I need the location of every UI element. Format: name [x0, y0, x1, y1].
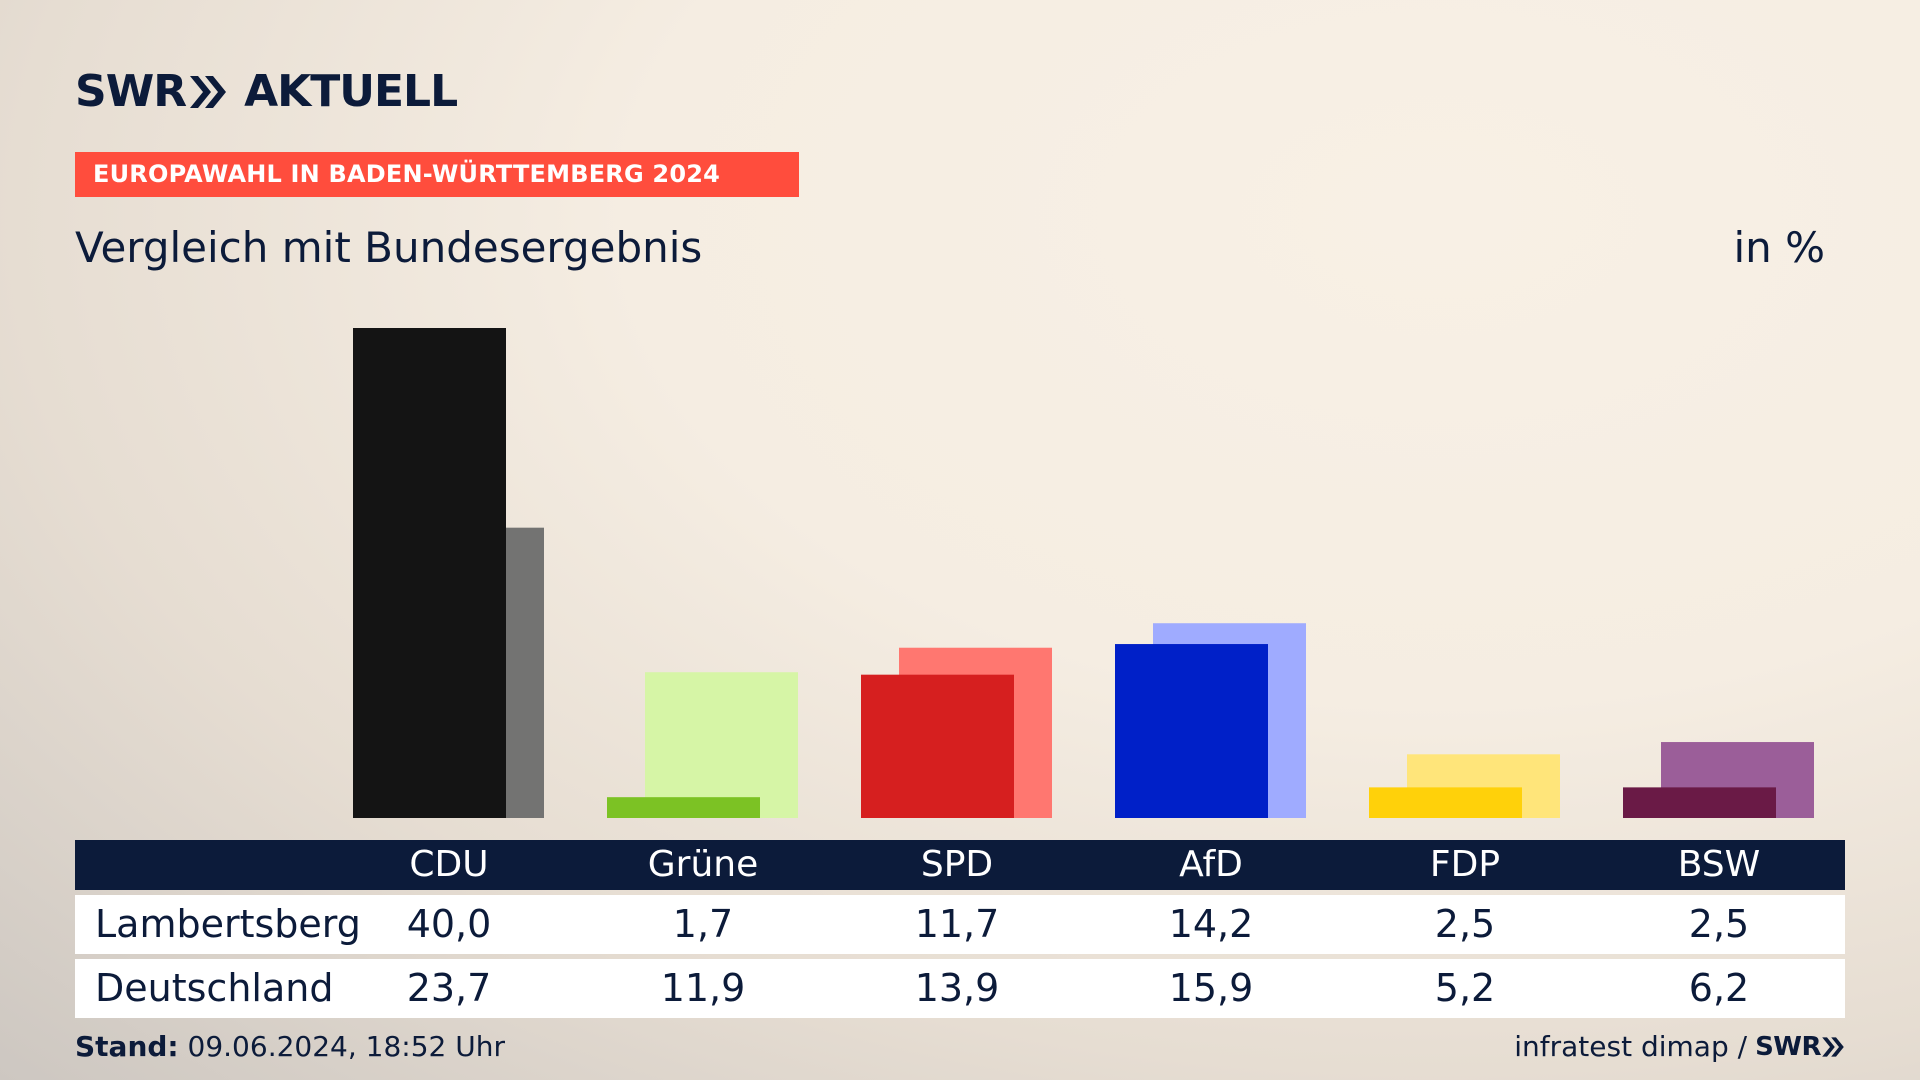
stand-value: 09.06.2024, 18:52 Uhr — [187, 1030, 505, 1063]
stand-label: Stand: — [75, 1030, 179, 1063]
bar-lambertsberg-grüne — [607, 797, 760, 818]
table-cell: 13,9 — [914, 966, 1000, 1010]
bar-deutschland-grüne — [645, 672, 798, 818]
source-credit: infratest dimap / SWR — [1514, 1030, 1845, 1064]
table-cell: 40,0 — [406, 902, 492, 946]
swr-aktuell-logo: SWR AKTUELL — [75, 66, 458, 117]
table-cell: 11,7 — [914, 902, 1000, 946]
table-header-row: CDU Grüne SPD AfD FDP BSW — [75, 840, 1845, 890]
table-row: Deutschland 23,7 11,9 13,9 15,9 5,2 6,2 — [75, 959, 1845, 1018]
table-cell: 15,9 — [1168, 966, 1254, 1010]
logo-swr-text: SWR — [75, 66, 187, 117]
row-label: Lambertsberg — [95, 902, 361, 946]
table-cell: 5,2 — [1434, 966, 1496, 1010]
results-table: CDU Grüne SPD AfD FDP BSW Lambertsberg 40,0 1,… — [75, 840, 1845, 1018]
double-chevron-icon — [1822, 1037, 1844, 1057]
bar-lambertsberg-fdp — [1369, 787, 1522, 818]
table-cell: 2,5 — [1688, 902, 1750, 946]
table-cell: 6,2 — [1688, 966, 1750, 1010]
table-cell: 23,7 — [406, 966, 492, 1010]
bar-lambertsberg-bsw — [1623, 787, 1776, 818]
table-cell: 2,5 — [1434, 902, 1496, 946]
footer-swr-text: SWR — [1755, 1032, 1821, 1062]
bar-lambertsberg-cdu — [353, 328, 506, 818]
footer-swr-logo: SWR — [1755, 1030, 1845, 1064]
column-header: FDP — [1429, 844, 1501, 885]
bar-lambertsberg-afd — [1115, 644, 1268, 818]
unit-label: in % — [1733, 223, 1825, 272]
column-header: Grüne — [647, 844, 759, 885]
bar-lambertsberg-spd — [861, 674, 1014, 818]
column-header: SPD — [920, 844, 994, 885]
row-label: Deutschland — [95, 966, 334, 1010]
table-row: Lambertsberg 40,0 1,7 11,7 14,2 2,5 2,5 — [75, 895, 1845, 954]
kicker-banner: EUROPAWAHL IN BADEN-WÜRTTEMBERG 2024 — [75, 152, 799, 197]
source-text: infratest dimap / — [1514, 1030, 1748, 1063]
column-header: AfD — [1179, 844, 1243, 885]
timestamp: Stand: 09.06.2024, 18:52 Uhr — [75, 1030, 505, 1064]
logo-aktuell-text: AKTUELL — [244, 66, 458, 117]
double-chevron-icon — [190, 76, 227, 108]
table-cell: 14,2 — [1168, 902, 1254, 946]
table-cell: 11,9 — [660, 966, 746, 1010]
column-header: BSW — [1677, 844, 1761, 885]
table-cell: 1,7 — [672, 902, 734, 946]
chart-subtitle: Vergleich mit Bundesergebnis — [75, 223, 703, 272]
column-header: CDU — [409, 844, 489, 885]
